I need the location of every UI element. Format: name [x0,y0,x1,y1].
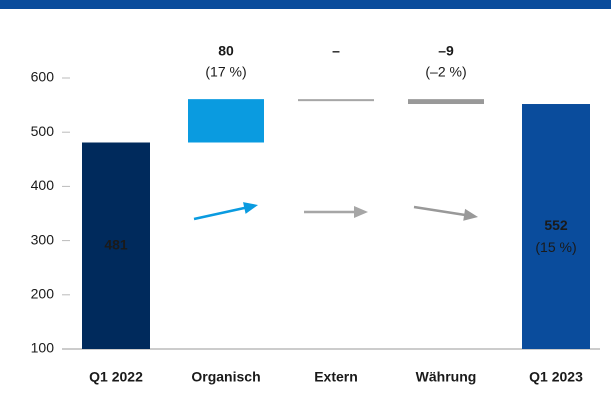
y-tick-label: 300 [31,231,55,247]
x-tick-label: Extern [314,369,358,385]
y-tick-label: 600 [31,69,55,85]
arrow-head [463,208,478,221]
y-tick-label: 500 [31,123,55,139]
delta-bar [298,99,374,102]
total-bar [82,142,150,349]
percent-label: (17 %) [205,64,246,80]
y-tick-label: 200 [31,286,55,302]
delta-bar [408,99,484,105]
arrow-head [243,202,258,214]
x-tick-label: Q1 2023 [529,369,583,385]
trend-arrow [193,205,251,221]
value-label: 80 [218,43,234,59]
value-label: –9 [438,43,454,59]
value-label: 481 [104,236,128,252]
y-tick-label: 400 [31,177,55,193]
x-tick-label: Währung [416,369,477,385]
percent-label: (15 %) [535,239,576,255]
x-tick-label: Organisch [191,369,260,385]
value-label: – [332,43,340,59]
delta-bar [188,99,264,143]
percent-label: (–2 %) [425,64,466,80]
total-bar [522,104,590,350]
arrow-head [354,206,368,218]
trend-arrow [413,205,471,217]
top-strip [0,0,611,9]
y-tick-label: 100 [31,340,55,356]
value-label: 552 [544,217,568,233]
x-tick-label: Q1 2022 [89,369,143,385]
